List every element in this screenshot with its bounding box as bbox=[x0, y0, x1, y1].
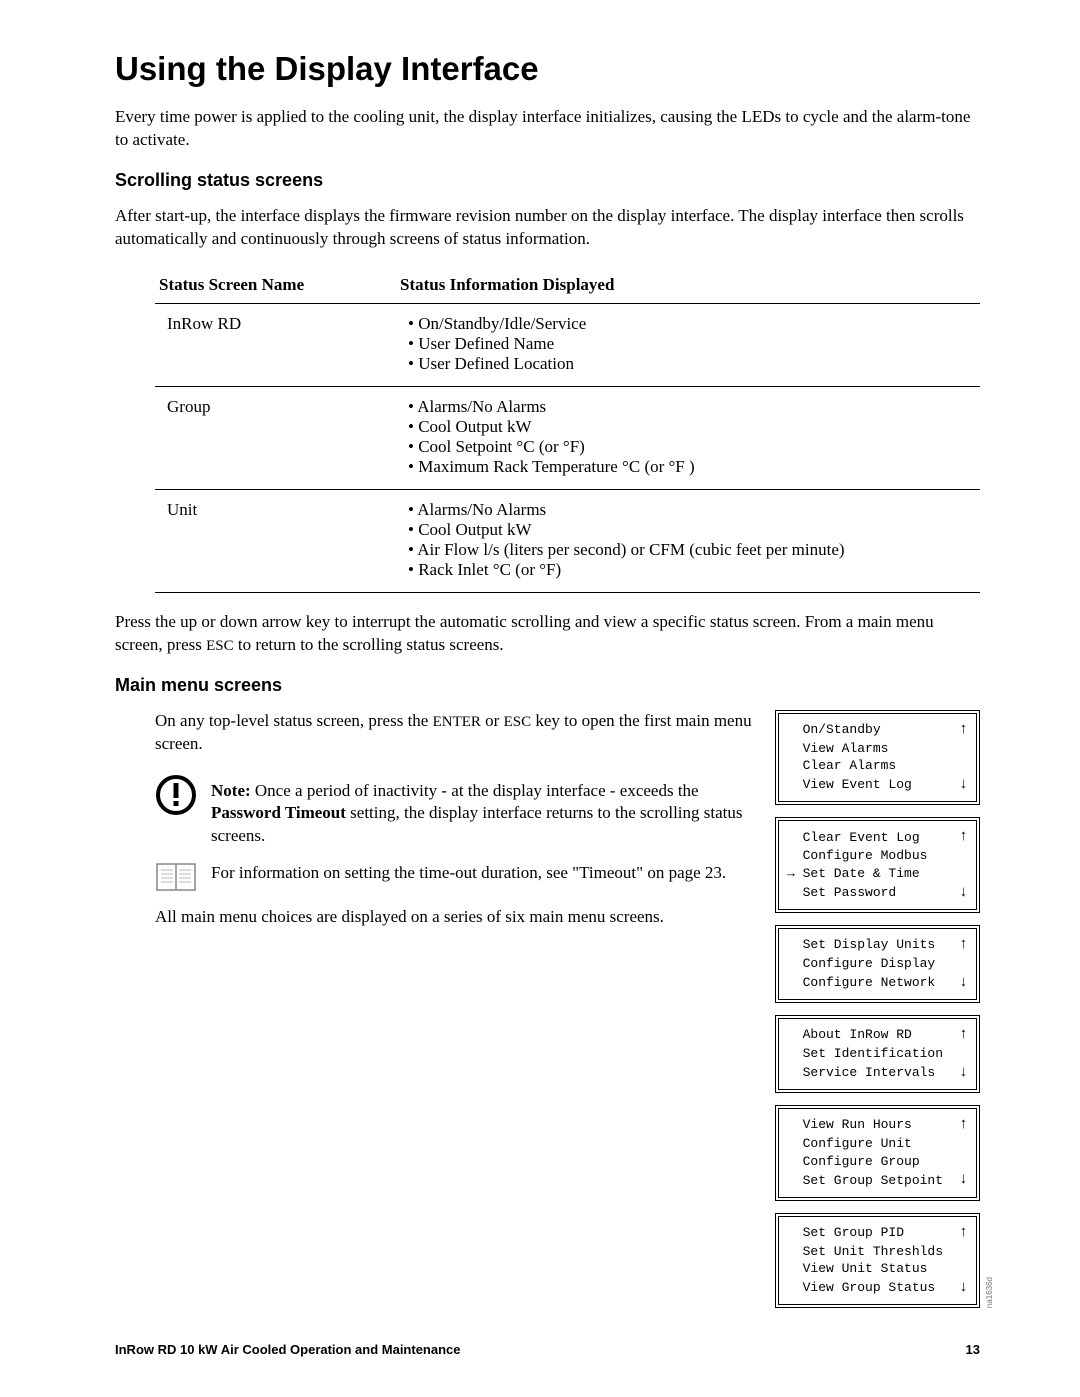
down-arrow-icon: ↓ bbox=[959, 775, 968, 795]
menu-screen-box: Set Group PID↑ Set Unit Threshlds View U… bbox=[775, 1213, 980, 1309]
info-bullet: Alarms/No Alarms bbox=[408, 500, 976, 520]
section1-paragraph: After start-up, the interface displays t… bbox=[115, 205, 980, 251]
menu-line: Clear Alarms bbox=[787, 757, 968, 775]
menu-line: Configure Modbus bbox=[787, 847, 968, 865]
table-row: GroupAlarms/No AlarmsCool Output kWCool … bbox=[155, 386, 980, 489]
menu-screen-box: View Run Hours↑ Configure Unit Configure… bbox=[775, 1105, 980, 1201]
menu-screen-box: On/Standby↑ View Alarms Clear Alarms Vie… bbox=[775, 710, 980, 806]
menu-line: View Unit Status bbox=[787, 1260, 968, 1278]
menu-line: Set Group PID↑ bbox=[787, 1223, 968, 1243]
menu-line: View Event Log↓ bbox=[787, 775, 968, 795]
screen-info-cell: Alarms/No AlarmsCool Output kWCool Setpo… bbox=[396, 386, 980, 489]
screen-name-cell: InRow RD bbox=[155, 303, 396, 386]
menu-line: Configure Network↓ bbox=[787, 973, 968, 993]
section-heading-mainmenu: Main menu screens bbox=[115, 675, 980, 696]
up-arrow-icon: ↑ bbox=[959, 1115, 968, 1135]
menu-line: Set Unit Threshlds bbox=[787, 1243, 968, 1261]
status-table: Status Screen Name Status Information Di… bbox=[155, 269, 980, 593]
menu-line: Configure Group bbox=[787, 1153, 968, 1171]
up-arrow-icon: ↑ bbox=[959, 935, 968, 955]
table-header-name: Status Screen Name bbox=[155, 269, 396, 304]
mainmenu-p2: All main menu choices are displayed on a… bbox=[155, 906, 755, 929]
menu-line: Service Intervals↓ bbox=[787, 1063, 968, 1083]
menu-screen-box: About InRow RD↑ Set Identification Servi… bbox=[775, 1015, 980, 1093]
reference-text: For information on setting the time-out … bbox=[211, 862, 726, 892]
menu-line: Set Display Units↑ bbox=[787, 935, 968, 955]
info-bullet: Cool Output kW bbox=[408, 520, 976, 540]
down-arrow-icon: ↓ bbox=[959, 1278, 968, 1298]
info-bullet: User Defined Name bbox=[408, 334, 976, 354]
reference-block: For information on setting the time-out … bbox=[155, 862, 755, 892]
footer-title: InRow RD 10 kW Air Cooled Operation and … bbox=[115, 1342, 461, 1357]
up-arrow-icon: ↑ bbox=[959, 1025, 968, 1045]
menu-line: About InRow RD↑ bbox=[787, 1025, 968, 1045]
up-arrow-icon: ↑ bbox=[959, 720, 968, 740]
note-label: Note: bbox=[211, 781, 251, 800]
page-title: Using the Display Interface bbox=[115, 50, 980, 88]
mainmenu-p1: On any top-level status screen, press th… bbox=[155, 710, 755, 756]
screen-info-cell: Alarms/No AlarmsCool Output kWAir Flow l… bbox=[396, 489, 980, 592]
info-bullet: Rack Inlet °C (or °F) bbox=[408, 560, 976, 580]
menu-screen-box: Set Display Units↑ Configure Display Con… bbox=[775, 925, 980, 1003]
figure-id-label: na1636d bbox=[985, 1277, 994, 1308]
menu-line: View Alarms bbox=[787, 740, 968, 758]
menu-line: Set Identification bbox=[787, 1045, 968, 1063]
info-bullet: On/Standby/Idle/Service bbox=[408, 314, 976, 334]
info-bullet: Cool Output kW bbox=[408, 417, 976, 437]
menu-line: Configure Unit bbox=[787, 1135, 968, 1153]
info-bullet: Maximum Rack Temperature °C (or °F ) bbox=[408, 457, 976, 477]
info-bullet: Air Flow l/s (liters per second) or CFM … bbox=[408, 540, 976, 560]
menu-screen-box: Clear Event Log↑ Configure Modbus→ Set D… bbox=[775, 817, 980, 913]
info-bullet: Cool Setpoint °C (or °F) bbox=[408, 437, 976, 457]
menu-line: Set Group Setpoint↓ bbox=[787, 1170, 968, 1190]
book-icon bbox=[155, 862, 197, 892]
menu-line: Clear Event Log↑ bbox=[787, 827, 968, 847]
menu-screens: On/Standby↑ View Alarms Clear Alarms Vie… bbox=[775, 710, 980, 1308]
up-arrow-icon: ↑ bbox=[959, 827, 968, 847]
warning-icon bbox=[155, 774, 197, 849]
menu-line: View Run Hours↑ bbox=[787, 1115, 968, 1135]
up-arrow-icon: ↑ bbox=[959, 1223, 968, 1243]
table-header-info: Status Information Displayed bbox=[396, 269, 980, 304]
down-arrow-icon: ↓ bbox=[959, 1170, 968, 1190]
down-arrow-icon: ↓ bbox=[959, 883, 968, 903]
menu-line: On/Standby↑ bbox=[787, 720, 968, 740]
section-heading-scrolling: Scrolling status screens bbox=[115, 170, 980, 191]
menu-line: Configure Display bbox=[787, 955, 968, 973]
screen-name-cell: Group bbox=[155, 386, 396, 489]
info-bullet: Alarms/No Alarms bbox=[408, 397, 976, 417]
table-row: UnitAlarms/No AlarmsCool Output kWAir Fl… bbox=[155, 489, 980, 592]
down-arrow-icon: ↓ bbox=[959, 973, 968, 993]
menu-line: → Set Date & Time bbox=[787, 865, 968, 883]
note-block: Note: Once a period of inactivity - at t… bbox=[155, 774, 755, 849]
intro-paragraph: Every time power is applied to the cooli… bbox=[115, 106, 980, 152]
page-footer: InRow RD 10 kW Air Cooled Operation and … bbox=[115, 1342, 980, 1357]
footer-page-number: 13 bbox=[966, 1342, 980, 1357]
menu-line: Set Password↓ bbox=[787, 883, 968, 903]
screen-info-cell: On/Standby/Idle/ServiceUser Defined Name… bbox=[396, 303, 980, 386]
info-bullet: User Defined Location bbox=[408, 354, 976, 374]
down-arrow-icon: ↓ bbox=[959, 1063, 968, 1083]
menu-line: View Group Status↓ bbox=[787, 1278, 968, 1298]
after-table-paragraph: Press the up or down arrow key to interr… bbox=[115, 611, 980, 657]
screen-name-cell: Unit bbox=[155, 489, 396, 592]
table-row: InRow RDOn/Standby/Idle/ServiceUser Defi… bbox=[155, 303, 980, 386]
